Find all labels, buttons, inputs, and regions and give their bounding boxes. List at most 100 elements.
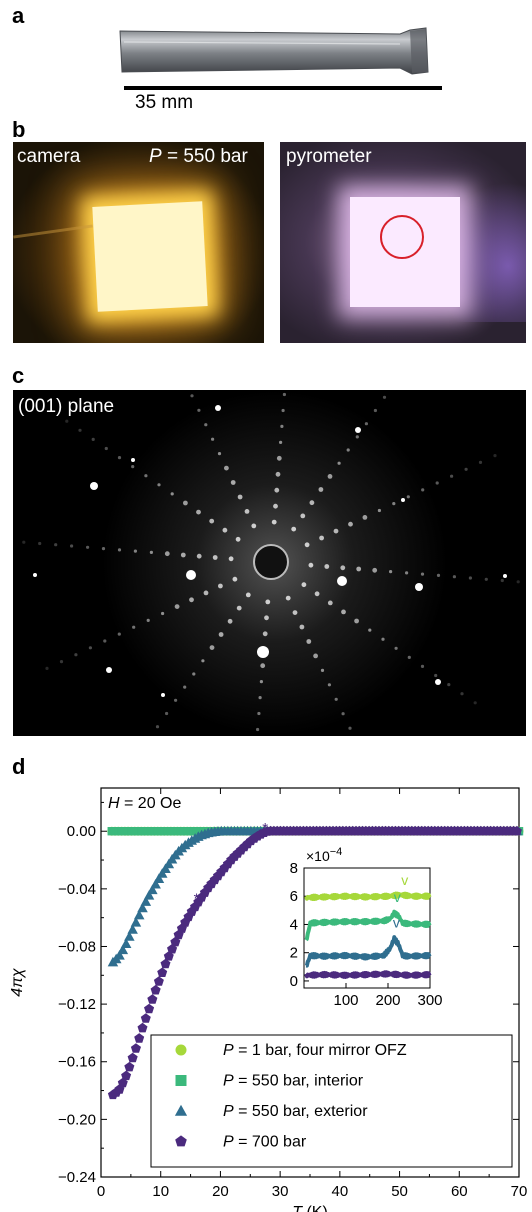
field-label: H = 20 Oe — [108, 795, 182, 812]
laue-spot — [281, 408, 285, 413]
pressure-label: P = 550 bar — [149, 146, 248, 167]
series-pentagon — [107, 825, 522, 1100]
measurement-spot-circle — [380, 215, 424, 259]
laue-spot — [381, 637, 385, 641]
laue-spot — [45, 666, 49, 670]
laue-spot — [313, 653, 318, 659]
data-point — [170, 936, 181, 947]
laue-spot — [260, 663, 266, 669]
laue-bright-spot — [415, 583, 423, 591]
data-point — [175, 1075, 187, 1086]
laue-spot — [420, 572, 425, 576]
laue-spot — [434, 673, 438, 678]
pyrometer-label: pyrometer — [286, 146, 372, 167]
laue-spot — [282, 392, 286, 397]
laue-spot — [309, 500, 315, 506]
laue-spot — [189, 597, 194, 603]
laue-spot — [377, 508, 381, 513]
inset-series-line — [304, 891, 432, 901]
laue-spot — [275, 471, 281, 477]
data-point — [140, 896, 152, 906]
laue-spot — [174, 604, 180, 609]
y-tick-label: −0.12 — [58, 996, 96, 1013]
laue-spot — [318, 487, 324, 492]
data-point — [174, 1104, 188, 1116]
laue-bright-spot — [106, 667, 112, 673]
camera-label: camera — [17, 146, 81, 167]
laue-spot — [392, 502, 396, 506]
inset-y-tick-label: 8 — [290, 860, 298, 877]
x-tick-label: 70 — [511, 1183, 528, 1200]
laue-spot — [183, 685, 187, 689]
laue-spot — [334, 697, 338, 701]
x-tick-label: 30 — [272, 1183, 289, 1200]
data-point — [133, 909, 145, 920]
panel-letter-c: c — [12, 363, 25, 388]
panel-letter-d: d — [12, 754, 26, 779]
laue-spot — [88, 646, 92, 650]
laue-spot — [59, 660, 64, 664]
laue-spot — [333, 528, 339, 534]
laue-spot — [131, 465, 135, 469]
laue-bright-spot — [33, 573, 37, 577]
x-tick-label: 10 — [152, 1183, 169, 1200]
laue-spot — [364, 422, 368, 426]
laue-spot — [373, 408, 377, 413]
laue-spot — [228, 556, 234, 562]
laue-spot — [164, 551, 170, 557]
laue-spot — [212, 555, 218, 560]
data-point — [121, 1070, 132, 1081]
plane-label: (001) plane — [18, 396, 115, 417]
laue-spot — [264, 615, 269, 621]
laue-bright-spot — [161, 693, 165, 697]
laue-bright-spot — [131, 458, 135, 462]
laue-spot — [257, 711, 261, 716]
laue-bright-spot — [90, 482, 98, 490]
data-point — [117, 1077, 128, 1088]
scale-bar — [124, 86, 442, 90]
laue-spot — [256, 727, 260, 732]
laue-spot — [327, 600, 333, 606]
laue-spot — [273, 503, 278, 509]
laue-spot — [314, 591, 320, 597]
legend-entry-label: P = 700 bar — [223, 1134, 307, 1151]
laue-spot — [204, 423, 208, 427]
camera-photo: camera P = 550 bar — [13, 142, 264, 343]
laue-spot — [149, 550, 153, 554]
laue-spot — [196, 553, 202, 559]
legend: P = 1 bar, four mirror OFZ P = 550 bar, i… — [150, 1034, 513, 1168]
inset-y-tick-label: 2 — [290, 945, 298, 962]
inset-y-tick-label: 0 — [290, 973, 298, 990]
laue-spot — [473, 701, 477, 705]
data-point — [147, 994, 158, 1004]
laue-spots — [22, 392, 520, 732]
laue-spot — [320, 668, 325, 672]
laue-spot — [280, 424, 284, 428]
laue-spot — [362, 515, 368, 520]
data-point — [144, 1003, 155, 1014]
laue-spot — [174, 698, 178, 702]
laue-spot — [91, 437, 95, 441]
susceptibility-chart: 0 10 20 30 40 50 60 700.00−0.04−0.08−0.12−0.16−… — [9, 787, 528, 1212]
data-point — [150, 878, 161, 889]
laue-spot — [327, 683, 331, 687]
data-point — [117, 944, 129, 955]
laue-spot — [516, 580, 520, 584]
laue-bright-spot — [215, 405, 221, 411]
laue-spot — [22, 540, 26, 544]
laue-spot — [341, 712, 345, 716]
laue-spot — [382, 395, 387, 399]
laue-spot — [421, 488, 425, 492]
laue-spot — [324, 564, 330, 569]
laue-spot — [132, 625, 136, 629]
scale-bar-label: 35 mm — [135, 92, 194, 113]
data-point — [124, 1061, 135, 1072]
data-point — [143, 890, 155, 900]
laue-spot — [218, 632, 224, 637]
laue-spot — [227, 618, 233, 624]
laue-bright-spot — [337, 576, 347, 586]
pyrometer-photo: pyrometer — [280, 142, 526, 343]
data-point — [511, 825, 522, 836]
x-axis-label: T (K) — [292, 1204, 328, 1212]
laue-spot — [271, 519, 277, 525]
